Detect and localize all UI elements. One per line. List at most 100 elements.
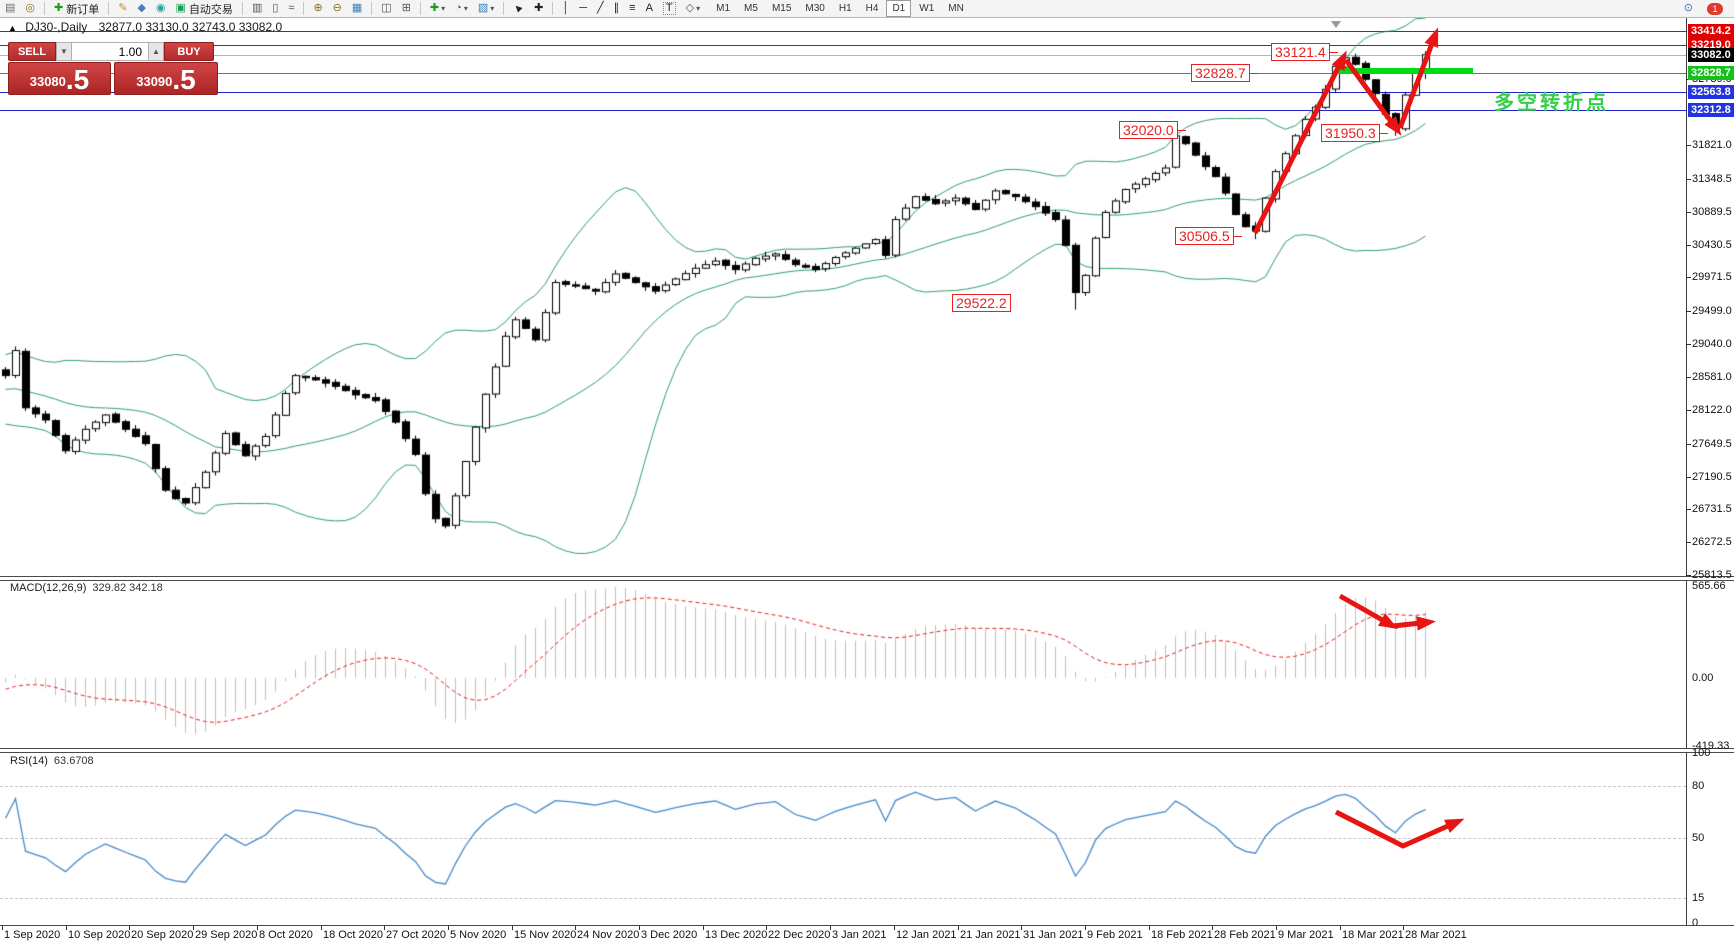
timeframe-d1[interactable]: D1: [886, 0, 912, 17]
zoom-out-icon[interactable]: ⊖: [329, 0, 346, 17]
timeframe-h4[interactable]: H4: [865, 3, 879, 14]
price-tick-mark: [1686, 377, 1691, 378]
sell-price-frac: .5: [65, 64, 90, 95]
timeframe-m15[interactable]: M15: [771, 3, 792, 14]
price-tick-label: 26272.5: [1692, 536, 1732, 548]
time-tick-mark: [1085, 926, 1086, 930]
template-button[interactable]: ▧ ▾: [474, 0, 498, 17]
volume-decrease-button[interactable]: ▼: [56, 42, 72, 61]
fibonacci-icon[interactable]: ≡: [625, 0, 639, 17]
time-tick-mark: [193, 926, 194, 930]
candle-chart-icon[interactable]: ▯: [268, 0, 282, 17]
zoom-in-icon[interactable]: ⊕: [309, 0, 326, 17]
periods-button[interactable]: ◔ ▾: [451, 0, 472, 17]
crosshair-icon[interactable]: ✚: [530, 0, 547, 17]
chart-shift-marker-icon[interactable]: [1331, 21, 1341, 28]
tile-windows-icon: ▦: [351, 2, 363, 14]
channel-icon[interactable]: ∥: [610, 0, 624, 17]
text-icon[interactable]: A: [642, 0, 657, 17]
timeframe-w1[interactable]: W1: [919, 3, 935, 14]
add-indicator-button[interactable]: ✚ ▾: [426, 0, 449, 17]
annotation-price-tag[interactable]: 29522.2: [952, 294, 1011, 312]
toolbar-separator: [419, 2, 421, 15]
expert-advisors-icon[interactable]: ◆: [133, 0, 149, 17]
volume-increase-button[interactable]: ▲: [148, 42, 164, 61]
cursor-icon[interactable]: ▲: [509, 0, 528, 17]
timeframe-m1[interactable]: M1: [716, 3, 731, 14]
annotation-price-tag[interactable]: 32020.0: [1119, 121, 1186, 139]
trendline-icon[interactable]: ╱: [593, 0, 608, 17]
new-order-button[interactable]: ✚ 新订单: [50, 0, 103, 17]
timeframe-mn[interactable]: MN: [948, 3, 964, 14]
price-level-label: 32563.8: [1688, 85, 1734, 99]
timeframe-m30[interactable]: M30: [805, 3, 825, 14]
time-tick-mark: [257, 926, 258, 930]
notifications-button[interactable]: 1: [1699, 0, 1727, 17]
styler-icon[interactable]: ✎: [114, 0, 131, 17]
time-tick-label: 3 Jan 2021: [832, 929, 887, 941]
objects-list-icon: ⊞: [401, 2, 411, 14]
line-chart-icon[interactable]: ≈: [284, 0, 298, 17]
window-icon[interactable]: ▤: [1, 0, 19, 17]
timeframe-h1[interactable]: H1: [838, 3, 852, 14]
data-window-icon: ◎: [25, 2, 36, 14]
sell-button[interactable]: SELL: [8, 42, 56, 61]
label-icon[interactable]: T: [659, 0, 680, 17]
autotrading-button[interactable]: ▣ 自动交易: [172, 0, 237, 17]
collapse-triangle-icon[interactable]: ▲: [8, 23, 17, 33]
time-tick-label: 18 Mar 2021: [1342, 929, 1404, 941]
time-tick-label: 27 Oct 2020: [386, 929, 446, 941]
signals-icon[interactable]: ◉: [152, 0, 170, 17]
shapes-icon[interactable]: ◇ ▾: [682, 0, 704, 17]
objects-list-icon[interactable]: ⊞: [398, 0, 415, 17]
green-level-bar[interactable]: [1337, 68, 1473, 74]
indicator-window-icon[interactable]: ◫: [377, 0, 395, 17]
data-window-icon[interactable]: ◎: [21, 0, 39, 17]
buy-price-main: 33090: [136, 74, 173, 89]
expert-advisors-icon: ◆: [137, 2, 146, 14]
time-tick-mark: [66, 926, 67, 930]
bar-chart-icon[interactable]: ▥: [248, 0, 266, 17]
trend-note-text[interactable]: 多空转折点: [1494, 92, 1609, 114]
macd-scale-label: 0.00: [1692, 672, 1714, 684]
rsi-scale-label: 100: [1692, 747, 1711, 759]
toolbar-separator: [108, 2, 110, 15]
add-indicator-icon: ✚: [429, 2, 440, 14]
buy-button[interactable]: BUY: [164, 42, 214, 61]
macd-pane-label: MACD(12,26,9) 329.82 342.18: [10, 582, 163, 594]
time-axis[interactable]: [0, 926, 1734, 941]
time-tick-label: 29 Sep 2020: [195, 929, 258, 941]
time-tick-label: 20 Sep 2020: [131, 929, 194, 941]
toolbar-separator: [303, 2, 305, 15]
timeframe-m5[interactable]: M5: [744, 3, 758, 14]
new-order-icon: ✚: [54, 2, 64, 14]
annotation-price-tag[interactable]: 33121.4: [1271, 43, 1338, 61]
trendline-icon: ╱: [597, 2, 604, 14]
candle-chart-icon: ▯: [272, 2, 279, 14]
volume-input[interactable]: [72, 42, 148, 61]
annotation-price-tag[interactable]: 30506.5: [1175, 227, 1242, 245]
macd-rsi-divider[interactable]: [0, 748, 1734, 753]
price-tick-mark: [1686, 477, 1691, 478]
main-macd-divider[interactable]: [0, 576, 1734, 581]
time-tick-mark: [830, 926, 831, 930]
price-tick-mark: [1686, 245, 1691, 246]
annotation-price-tag[interactable]: 31950.3: [1321, 124, 1388, 142]
vline-icon[interactable]: │: [558, 0, 573, 17]
annotation-tail: [1328, 52, 1338, 53]
time-tick-mark: [1276, 926, 1277, 930]
price-axis[interactable]: [1687, 18, 1734, 925]
annotation-price-tag[interactable]: 32828.7: [1191, 64, 1258, 82]
rsi-scale-label: 0: [1692, 917, 1699, 929]
search-button[interactable]: ⊙: [1680, 0, 1697, 17]
tile-windows-icon[interactable]: ▦: [348, 0, 366, 17]
hline-icon[interactable]: ─: [575, 0, 591, 17]
toolbar-separator: [371, 2, 373, 15]
zoom-in-icon: ⊕: [313, 2, 323, 14]
time-tick-mark: [1340, 926, 1341, 930]
channel-icon: ∥: [613, 2, 620, 14]
time-tick-label: 9 Mar 2021: [1278, 929, 1334, 941]
time-tick-label: 13 Dec 2020: [705, 929, 768, 941]
signals-icon: ◉: [155, 2, 166, 14]
